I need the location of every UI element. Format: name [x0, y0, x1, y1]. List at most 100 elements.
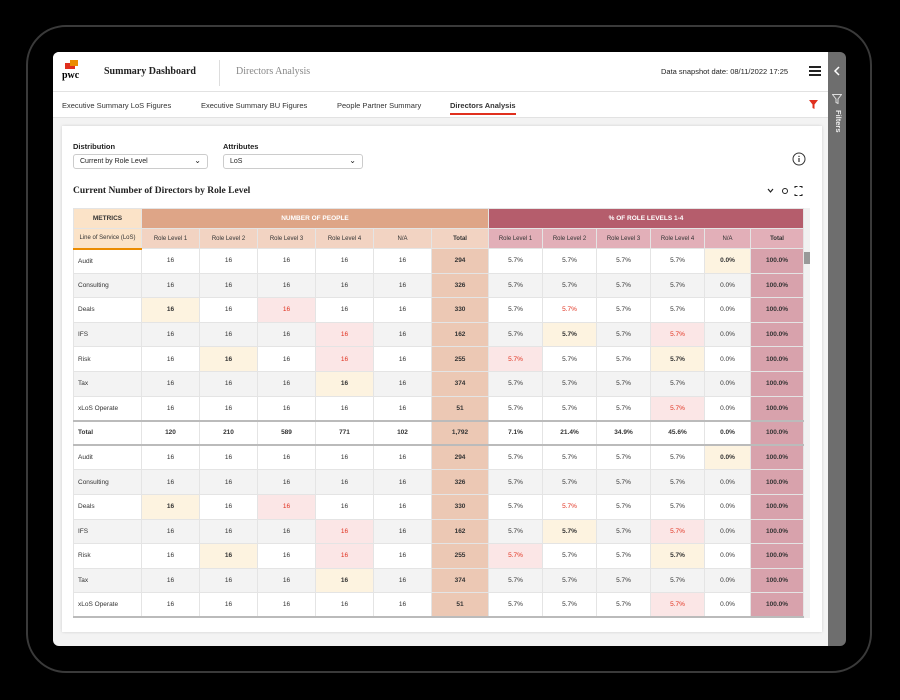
- tab[interactable]: Directors Analysis: [450, 101, 516, 115]
- row-label: IFS: [73, 518, 142, 545]
- table-cell: 21.4%: [542, 419, 598, 447]
- section-controls[interactable]: [767, 186, 803, 196]
- tab-bar: Executive Summary LoS Figures Executive S…: [53, 92, 828, 118]
- table-cell: 16: [199, 370, 258, 397]
- table-cell: 100.0%: [750, 272, 805, 299]
- filter-icon[interactable]: [809, 100, 818, 109]
- table-cell: 0.0%: [704, 493, 752, 520]
- table-cell: 5.7%: [596, 321, 652, 348]
- table-cell: 5.7%: [542, 248, 598, 274]
- column-header: Role Level 2: [199, 228, 258, 249]
- table-cell: 5.7%: [542, 493, 598, 520]
- tab[interactable]: Executive Summary LoS Figures: [62, 101, 172, 110]
- table-cell: 5.7%: [488, 592, 544, 619]
- table-cell: 100.0%: [750, 248, 805, 274]
- row-label: Tax: [73, 370, 142, 397]
- table-cell: 16: [199, 395, 258, 422]
- table-cell: 16: [373, 272, 432, 299]
- table-cell: 330: [430, 297, 490, 323]
- filter-select[interactable]: LoS ⌄: [223, 154, 363, 169]
- table-cell: 16: [315, 248, 374, 274]
- filters-panel[interactable]: Filters: [828, 52, 846, 646]
- column-header: Role Level 2: [542, 228, 598, 249]
- column-header: Total: [750, 228, 805, 249]
- tab[interactable]: Executive Summary BU Figures: [201, 101, 308, 110]
- table-cell: 0.0%: [704, 346, 752, 372]
- column-header: Role Level 4: [315, 228, 374, 249]
- table-cell: 100.0%: [750, 346, 805, 372]
- table-cell: 0.0%: [704, 543, 752, 569]
- table-cell: 16: [199, 543, 258, 569]
- table-cell: 5.7%: [488, 469, 544, 495]
- table-cell: 0.0%: [704, 592, 752, 619]
- table-cell: 16: [315, 272, 374, 299]
- table-cell: 16: [141, 395, 200, 422]
- table-cell: 5.7%: [596, 543, 652, 569]
- table-cell: 16: [373, 543, 432, 569]
- table-cell: 16: [257, 346, 316, 372]
- table-cell: 100.0%: [750, 493, 805, 520]
- scroll-thumb[interactable]: [803, 252, 810, 264]
- filter-select[interactable]: Current by Role Level ⌄: [73, 154, 208, 169]
- section-title: Current Number of Directors by Role Leve…: [73, 186, 251, 196]
- scrollbar[interactable]: [803, 208, 810, 618]
- table-cell: 16: [141, 321, 200, 348]
- table-cell: 0.0%: [704, 567, 752, 594]
- table-cell: 5.7%: [488, 370, 544, 397]
- table-cell: 16: [199, 592, 258, 619]
- row-label: Risk: [73, 346, 142, 372]
- table-cell: 5.7%: [596, 567, 652, 594]
- table-cell: 589: [257, 419, 316, 447]
- content-card: Current Number of Directors by Role Leve…: [62, 126, 822, 632]
- table-cell: 5.7%: [650, 395, 706, 422]
- table-cell: 16: [315, 395, 374, 422]
- table-cell: 16: [373, 321, 432, 348]
- table-cell: 16: [141, 543, 200, 569]
- table-cell: 5.7%: [650, 297, 706, 323]
- table-cell: 16: [257, 567, 316, 594]
- table-row: IFS 16 16 16 16 16 162 5.7% 5.7% 5.7% 5.7% 0.0% 100.…: [73, 518, 805, 545]
- table-row: Audit 16 16 16 16 16 294 5.7% 5.7% 5.7% 5.7% 0.0% 10…: [73, 444, 805, 471]
- table-cell: 5.7%: [542, 395, 598, 422]
- device-frame: [26, 25, 872, 673]
- table-cell: 5.7%: [596, 370, 652, 397]
- info-button[interactable]: [792, 152, 806, 166]
- column-header: Role Level 3: [596, 228, 652, 249]
- table-cell: 0.0%: [704, 248, 752, 274]
- column-header: Role Level 1: [141, 228, 200, 249]
- tab[interactable]: People Partner Summary: [337, 101, 422, 110]
- table-cell: 5.7%: [650, 567, 706, 594]
- table-cell: 100.0%: [750, 419, 805, 447]
- select-value: Current by Role Level: [80, 158, 148, 165]
- logo: pwc: [62, 70, 80, 81]
- group-header: METRICS: [73, 208, 142, 229]
- row-label: Risk: [73, 543, 142, 569]
- menu-button[interactable]: [809, 66, 821, 76]
- logo-mark: [65, 63, 75, 69]
- table-cell: 5.7%: [596, 395, 652, 422]
- table-cell: 16: [199, 321, 258, 348]
- table-cell: 5.7%: [488, 518, 544, 545]
- column-header: Role Level 3: [257, 228, 316, 249]
- table-cell: 162: [430, 518, 490, 545]
- table-cell: 255: [430, 346, 490, 372]
- table-cell: 16: [315, 592, 374, 619]
- table-cell: 5.7%: [650, 444, 706, 471]
- table-cell: 5.7%: [596, 346, 652, 372]
- table-cell: 5.7%: [650, 493, 706, 520]
- table-cell: 5.7%: [596, 272, 652, 299]
- table-cell: 5.7%: [650, 272, 706, 299]
- table-cell: 16: [315, 297, 374, 323]
- table-cell: 5.7%: [596, 493, 652, 520]
- table-cell: 16: [373, 297, 432, 323]
- select-value: LoS: [230, 158, 243, 165]
- collapse-icon[interactable]: [833, 66, 841, 76]
- table-cell: 100.0%: [750, 592, 805, 619]
- table-cell: 5.7%: [650, 346, 706, 372]
- column-header: N/A: [373, 228, 432, 249]
- table-cell: 0.0%: [704, 419, 752, 447]
- table-cell: 1,792: [430, 419, 490, 447]
- table-cell: 16: [141, 248, 200, 274]
- table-cell: 16: [315, 370, 374, 397]
- table-cell: 16: [315, 567, 374, 594]
